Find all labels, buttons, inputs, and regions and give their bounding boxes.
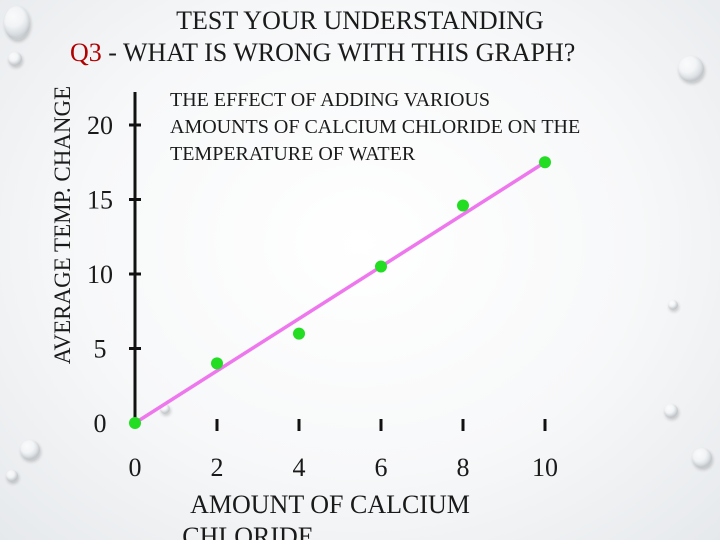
x-tick-label: 6 [375, 453, 388, 482]
question-heading: Q3 - WHAT IS WRONG WITH THIS GRAPH? [70, 38, 575, 68]
y-tick-label: 10 [87, 260, 113, 289]
x-tick-label: 2 [211, 453, 224, 482]
water-drop-decoration [678, 56, 704, 82]
data-point [457, 199, 469, 212]
question-label: Q3 [70, 38, 102, 67]
x-tick-label: 4 [293, 453, 306, 482]
water-drop-decoration [4, 6, 30, 40]
x-tick-label: 8 [457, 453, 470, 482]
chart-title-line: AMOUNTS OF CALCIUM CHLORIDE ON THE [170, 116, 580, 138]
y-axis-label: AVERAGE TEMP. CHANGE [50, 86, 75, 364]
chart-title-line: THE EFFECT OF ADDING VARIOUS [170, 89, 490, 111]
water-drop-decoration [664, 404, 678, 418]
y-tick-label: 20 [87, 111, 113, 140]
water-drop-decoration [8, 52, 22, 66]
data-point [129, 417, 141, 429]
x-tick-label: 10 [532, 453, 558, 482]
x-axis-label-line-2: CHLORIDE [182, 522, 313, 540]
data-point [293, 327, 305, 340]
water-drop-decoration [692, 448, 712, 468]
data-point [211, 357, 223, 370]
water-drop-decoration [6, 470, 18, 482]
chart-title-line: TEMPERATURE OF WATER [170, 143, 416, 165]
x-axis-label-line-1: AMOUNT OF CALCIUM [190, 490, 470, 519]
water-drop-decoration [668, 300, 678, 310]
data-point [375, 260, 387, 273]
line-of-best-fit [134, 160, 546, 425]
x-tick-label: 0 [129, 453, 142, 482]
water-drop-decoration [160, 404, 170, 414]
water-drop-decoration [20, 440, 40, 460]
slide-title: TEST YOUR UNDERSTANDING [176, 6, 544, 35]
y-tick-label: 0 [94, 409, 107, 438]
y-tick-label: 15 [87, 186, 113, 215]
question-text: - WHAT IS WRONG WITH THIS GRAPH? [101, 38, 576, 67]
y-tick-label: 5 [94, 335, 107, 364]
data-point [539, 156, 551, 169]
